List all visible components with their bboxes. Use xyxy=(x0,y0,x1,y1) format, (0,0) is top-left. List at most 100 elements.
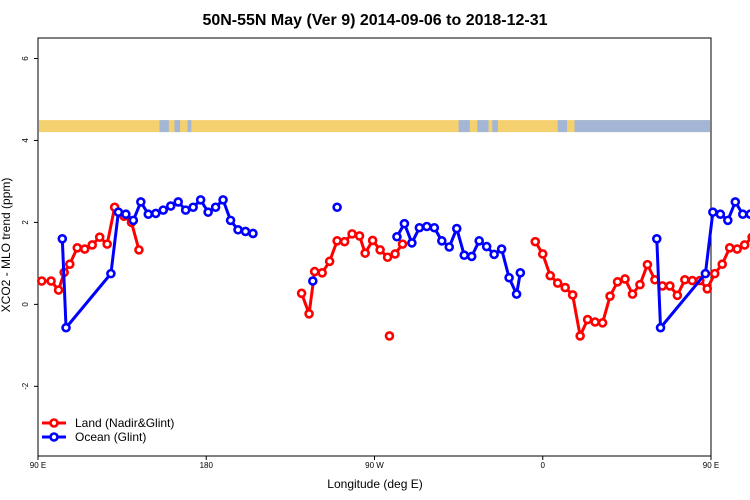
data-point-0-41 xyxy=(620,274,630,284)
data-point-1-36 xyxy=(496,244,507,254)
data-point-1-32 xyxy=(466,251,477,262)
data-point-1-52 xyxy=(332,202,342,213)
data-point-0-31 xyxy=(545,270,556,281)
data-point-0-43 xyxy=(635,279,645,290)
y-tick-label-3: 4 xyxy=(21,138,30,143)
data-point-1-31 xyxy=(459,250,470,260)
data-point-0-33 xyxy=(560,282,570,293)
data-point-0-15 xyxy=(304,308,314,319)
band-ocean-2 xyxy=(187,120,192,133)
data-point-0-32 xyxy=(552,278,563,288)
data-point-1-47 xyxy=(737,209,748,220)
legend: Land (Nadir&Glint) Ocean (Glint) xyxy=(42,416,174,444)
data-point-0-52 xyxy=(702,283,713,294)
data-point-0-9 xyxy=(102,239,112,249)
data-point-0-57 xyxy=(739,240,750,250)
data-point-1-12 xyxy=(180,205,191,215)
data-point-1-46 xyxy=(730,197,741,207)
data-point-1-5 xyxy=(128,215,139,226)
band-ocean-1 xyxy=(174,120,181,133)
data-point-0-50 xyxy=(687,275,698,286)
data-point-0-13 xyxy=(134,245,144,255)
band-ocean-4 xyxy=(477,120,489,133)
data-point-1-18 xyxy=(225,215,236,226)
legend-label-ocean: Ocean (Glint) xyxy=(75,430,146,444)
data-point-1-33 xyxy=(474,236,484,246)
data-point-1-17 xyxy=(218,195,228,205)
data-point-1-4 xyxy=(121,209,131,220)
band-ocean-0 xyxy=(159,120,169,133)
x-axis: 90 E 180 90 W 0 90 E xyxy=(30,456,719,470)
data-point-0-36 xyxy=(582,314,593,325)
x-tick-label-0: 90 E xyxy=(30,461,46,470)
data-point-0-29 xyxy=(530,236,541,247)
data-point-1-22 xyxy=(392,231,402,242)
data-point-0-38 xyxy=(597,318,608,328)
data-point-0-39 xyxy=(605,291,615,301)
data-point-0-24 xyxy=(367,235,378,246)
data-point-1-6 xyxy=(136,197,146,207)
data-point-1-35 xyxy=(489,249,499,260)
data-point-1-44 xyxy=(715,209,726,220)
data-point-0-37 xyxy=(590,317,600,327)
data-point-1-19 xyxy=(233,224,243,235)
data-point-0-48 xyxy=(672,290,683,301)
data-point-0-8 xyxy=(94,232,105,242)
data-point-1-9 xyxy=(158,205,169,215)
data-point-0-40 xyxy=(612,277,623,287)
data-point-1-38 xyxy=(511,289,522,299)
y-tick-label-1: 0 xyxy=(21,302,30,307)
band-ocean-7 xyxy=(574,120,710,133)
data-point-1-7 xyxy=(143,209,154,220)
data-point-0-49 xyxy=(680,274,690,285)
data-point-1-8 xyxy=(150,208,161,219)
data-point-1-34 xyxy=(481,241,492,252)
data-point-0-21 xyxy=(347,229,357,239)
data-point-0-55 xyxy=(724,243,735,253)
data-point-1-21 xyxy=(248,228,258,239)
data-point-1-16 xyxy=(210,202,221,213)
data-point-1-43 xyxy=(708,207,718,217)
data-point-1-42 xyxy=(700,268,711,279)
data-point-1-37 xyxy=(504,272,514,283)
data-point-0-34 xyxy=(567,290,578,300)
data-point-1-25 xyxy=(414,222,425,233)
data-point-0-54 xyxy=(717,259,728,270)
y-tick-label-2: 2 xyxy=(21,220,30,225)
data-point-0-25 xyxy=(375,245,385,255)
data-point-1-40 xyxy=(651,234,662,244)
legend-marker-ocean xyxy=(49,432,59,442)
chart-title: 50N-55N May (Ver 9) 2014-09-06 to 2018-1… xyxy=(202,12,547,29)
data-point-0-16 xyxy=(309,266,320,277)
band-ocean-6 xyxy=(557,120,568,133)
data-point-0-19 xyxy=(332,236,342,246)
data-point-0-17 xyxy=(317,268,327,278)
data-point-0-18 xyxy=(324,256,335,267)
data-point-1-14 xyxy=(195,195,206,205)
data-point-1-10 xyxy=(165,201,176,211)
data-point-1-11 xyxy=(173,197,184,207)
data-point-1-1 xyxy=(61,322,71,333)
data-point-0-35 xyxy=(575,331,585,341)
data-point-1-39 xyxy=(515,268,526,278)
data-point-0-20 xyxy=(339,236,350,247)
data-point-1-29 xyxy=(444,242,455,252)
data-point-0-53 xyxy=(709,268,720,279)
data-point-1-30 xyxy=(451,223,462,234)
data-point-0-44 xyxy=(642,259,653,270)
y-tick-label-0: -2 xyxy=(21,382,30,390)
data-point-1-24 xyxy=(407,238,417,248)
data-point-1-23 xyxy=(399,218,410,229)
x-axis-label: Longitude (deg E) xyxy=(327,477,422,491)
y-tick-label-4: 6 xyxy=(21,56,30,61)
data-point-1-27 xyxy=(429,222,440,233)
data-point-1-28 xyxy=(436,236,447,246)
data-point-0-47 xyxy=(665,281,675,291)
data-point-0-1 xyxy=(46,276,56,286)
data-point-0-5 xyxy=(72,243,83,253)
data-point-1-26 xyxy=(422,221,432,232)
data-point-0-23 xyxy=(360,248,370,258)
data-point-0-7 xyxy=(87,240,98,250)
data-point-0-30 xyxy=(537,249,548,259)
